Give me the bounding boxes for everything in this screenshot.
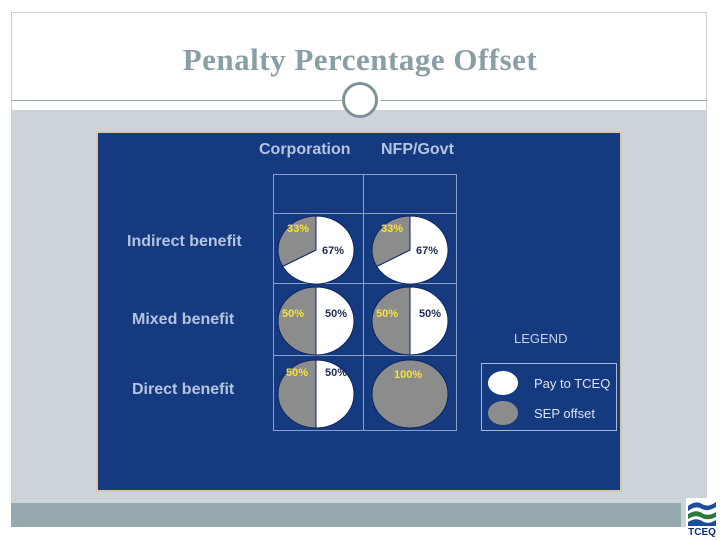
figure-panel: Corporation NFP/Govt Indirect benefit Mi… [98,133,620,490]
grid-line-vertical-middle [363,174,364,430]
pie-slice-sep-indirect-benefit-nfp-govt [371,215,411,268]
slide-title: Penalty Percentage Offset [182,42,538,77]
pie-label-sep-direct-benefit-corporation: 50% [286,367,308,379]
pie-indirect-benefit-corporation: 33% 67% [277,215,355,285]
pie-slice-sep-direct-benefit-nfp-govt [371,359,449,429]
pie-slice-pay-indirect-benefit-corporation [281,215,355,285]
pie-label-sep-indirect-benefit-corporation: 33% [287,223,309,235]
penalty-offset-figure: Corporation NFP/Govt Indirect benefit Mi… [96,131,622,492]
column-header-nfp-govt: NFP/Govt [381,141,454,158]
decorative-circle-icon [342,82,378,118]
title-divider-left [11,100,343,101]
tceq-logo [686,498,718,538]
pie-mixed-benefit-corporation: 50% 50% [277,286,355,356]
pie-slice-sep-mixed-benefit-corporation [277,286,317,356]
pie-slice-sep-direct-benefit-corporation [277,359,317,429]
pie-label-sep-mixed-benefit-corporation: 50% [282,308,304,320]
grid-line-horizontal-2 [273,283,457,284]
pie-chart-grid: 33% 67% 33% 67% 50% 50% 50% 50% 50% 50% 100% [277,215,449,429]
pie-direct-benefit-corporation: 50% 50% [277,359,355,429]
pie-label-pay-indirect-benefit-nfp-govt: 67% [416,245,438,257]
legend: Pay to TCEQ SEP offset [481,363,617,431]
pie-label-sep-indirect-benefit-nfp-govt: 33% [381,223,403,235]
tceq-logo-text: TCEQ [688,527,716,538]
pie-label-sep-direct-benefit-nfp-govt: 100% [394,369,422,381]
pie-label-pay-mixed-benefit-nfp-govt: 50% [419,308,441,320]
legend-swatch-sep-offset [488,401,518,425]
title-divider-right [381,100,707,101]
pie-label-sep-mixed-benefit-nfp-govt: 50% [376,308,398,320]
pie-label-pay-mixed-benefit-corporation: 50% [325,308,347,320]
row-header-direct-benefit: Direct benefit [132,381,235,398]
legend-title: LEGEND [514,331,568,346]
row-header-mixed-benefit: Mixed benefit [132,311,235,328]
grid-line-horizontal-3 [273,355,457,356]
pie-indirect-benefit-nfp-govt: 33% 67% [371,215,449,285]
legend-label-sep-offset: SEP offset [534,406,595,421]
grid-line-horizontal-top [273,174,457,175]
legend-swatch-pay-to-tceq [488,371,518,395]
pie-slice-sep-mixed-benefit-nfp-govt [371,286,411,356]
grid-line-vertical-right [456,174,457,430]
pie-slice-pay-indirect-benefit-nfp-govt [375,215,449,285]
legend-label-pay-to-tceq: Pay to TCEQ [534,376,611,391]
pie-slice-sep-indirect-benefit-corporation [277,215,317,268]
pie-slice-pay-mixed-benefit-corporation [315,286,355,356]
pie-mixed-benefit-nfp-govt: 50% 50% [371,286,449,356]
pie-slice-pay-direct-benefit-corporation [315,359,355,429]
grid-line-vertical-left [273,174,274,430]
column-header-corporation: Corporation [259,141,351,158]
grid-line-horizontal-1 [273,213,457,214]
row-header-indirect-benefit: Indirect benefit [127,233,242,250]
grid-line-horizontal-bottom [273,430,457,431]
footer-bar [11,503,681,527]
pie-direct-benefit-nfp-govt: 100% [371,359,449,429]
pie-label-pay-indirect-benefit-corporation: 67% [322,245,344,257]
pie-slice-pay-mixed-benefit-nfp-govt [409,286,449,356]
pie-label-pay-direct-benefit-corporation: 50% [325,367,347,379]
